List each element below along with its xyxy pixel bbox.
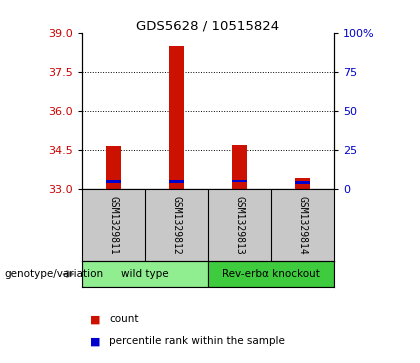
- Bar: [208, 261, 334, 287]
- Text: ■: ■: [90, 314, 101, 325]
- Text: genotype/variation: genotype/variation: [4, 269, 103, 279]
- Bar: [105, 180, 121, 183]
- Text: GSM1329811: GSM1329811: [108, 196, 118, 254]
- Text: GDS5628 / 10515824: GDS5628 / 10515824: [136, 20, 279, 33]
- Text: ■: ■: [90, 336, 101, 346]
- Text: GSM1329812: GSM1329812: [171, 196, 181, 254]
- Bar: [231, 144, 247, 189]
- Bar: [294, 178, 310, 189]
- Text: percentile rank within the sample: percentile rank within the sample: [109, 336, 285, 346]
- Bar: [231, 180, 247, 182]
- Text: Rev-erbα knockout: Rev-erbα knockout: [222, 269, 320, 279]
- Bar: [294, 182, 310, 184]
- Text: wild type: wild type: [121, 269, 169, 279]
- Bar: [82, 261, 208, 287]
- Bar: [168, 180, 184, 183]
- Text: count: count: [109, 314, 139, 325]
- Text: GSM1329814: GSM1329814: [297, 196, 307, 254]
- Bar: [168, 46, 184, 189]
- Text: GSM1329813: GSM1329813: [234, 196, 244, 254]
- Bar: [105, 146, 121, 189]
